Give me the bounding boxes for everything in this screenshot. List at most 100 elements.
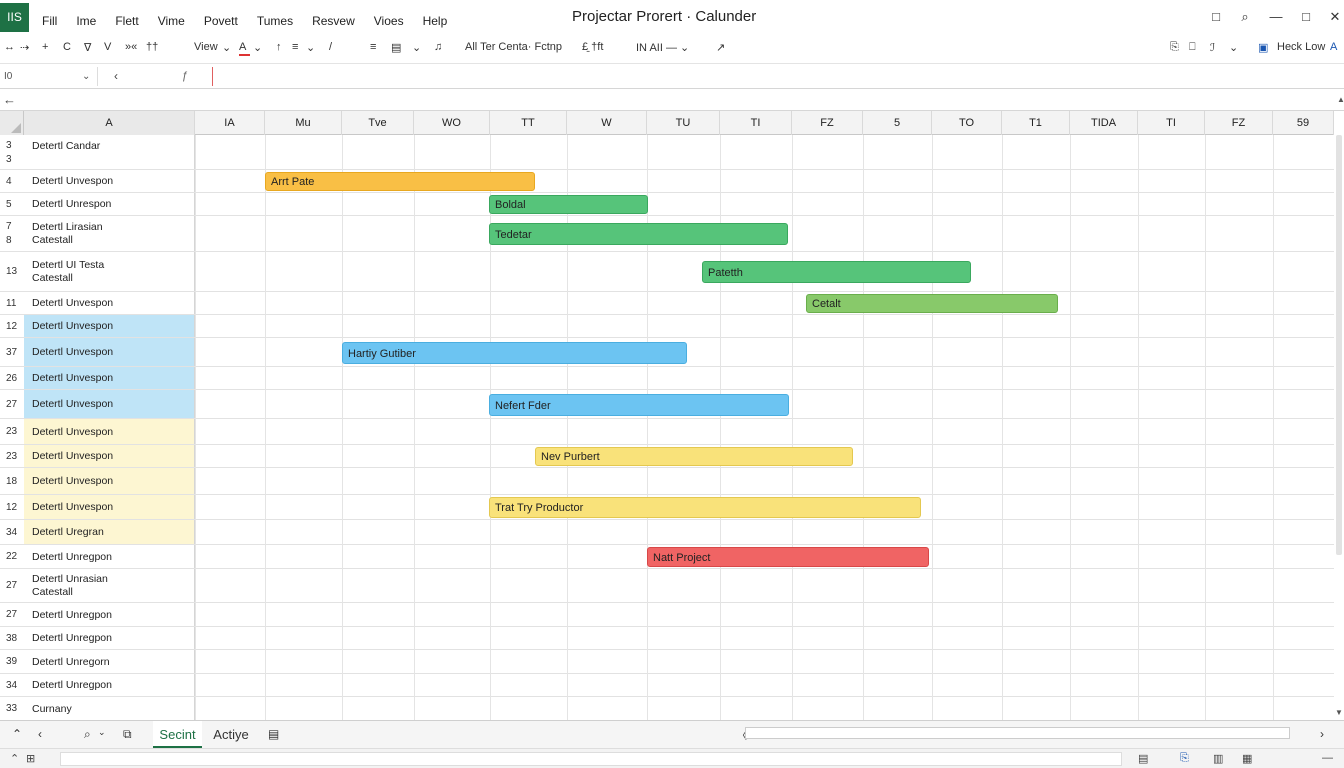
close-icon[interactable]: ✕ [1329,9,1341,24]
row-number[interactable]: 39 [0,650,24,673]
column-header-date[interactable]: TI [1138,111,1205,135]
table-row[interactable]: 27 Detertl Unrasian Catestall [0,569,1334,603]
table-row[interactable]: 39 Detertl Unregorn [0,650,1334,674]
menu-view[interactable]: Vime [157,14,185,28]
task-name-cell[interactable]: Detertl Uregran [24,520,195,544]
column-header-date[interactable]: IA [195,111,265,135]
column-header-date[interactable]: 5 [863,111,932,135]
back-icon[interactable]: ‹ [114,69,118,83]
table-row[interactable]: 11 Detertl Unvespon [0,292,1334,315]
sheet-tab-actiye[interactable]: Actiye [213,727,249,742]
menu-help[interactable]: Help [422,14,448,28]
scroll-left-icon[interactable]: 〈 [737,731,747,742]
spreadsheet-grid[interactable]: A IA Mu Tve WO TT W TU TI FZ 5 TO T1 TIDA TI FZ 59 3 3 De… [0,111,1334,720]
function-icon[interactable]: ƒ [182,70,189,82]
task-name-cell[interactable]: Detertl Unvespon [24,292,195,314]
table-row[interactable]: 3 3 Detertl Candar [0,135,1334,170]
task-name-cell[interactable]: Detertl UI Testa Catestall [24,252,195,291]
chevron-down-icon[interactable]: ⌄ [98,727,106,737]
table-row[interactable]: 23 Detertl Unvespon [0,419,1334,445]
row-number[interactable]: 38 [0,627,24,649]
table-row[interactable]: 23 Detertl Unvespon [0,445,1334,468]
row-number[interactable]: 22 [0,545,24,568]
grid-view-icon[interactable]: ⊞ [26,753,36,765]
check-icon[interactable]: V [104,41,112,53]
chevron-down-icon[interactable]: ⌄ [82,71,91,82]
task-name-cell[interactable]: Detertl Unregpon [24,674,195,696]
menu-page[interactable]: Povett [203,14,238,28]
horizontal-scrollbar[interactable] [745,727,1290,739]
task-name-cell[interactable]: Curnany [24,697,195,720]
task-name-cell[interactable]: Detertl Unregpon [24,627,195,649]
heck-low-button[interactable]: Heck Low [1277,41,1326,53]
task-name-cell[interactable]: Detertl Unregpon [24,545,195,568]
gantt-bar[interactable]: Nefert Fder [489,393,789,416]
gantt-bar[interactable]: Boldal [489,195,648,214]
wrap-icon[interactable]: †† [146,41,159,53]
task-name-cell[interactable]: Detertl Unvespon [24,338,195,366]
task-name-cell[interactable]: Detertl Unvespon [24,315,195,337]
gantt-bar[interactable]: Patetth [702,261,971,283]
indent-icon[interactable]: ↔ [4,41,15,53]
row-number[interactable]: 13 [0,252,24,291]
task-name-cell[interactable]: Detertl Unrasian Catestall [24,569,195,602]
merge-icon[interactable]: »« [125,41,138,53]
border-icon[interactable]: ▤ [391,42,402,54]
row-number[interactable]: 23 [0,419,24,444]
scroll-down-icon[interactable]: ▼ [1335,708,1343,717]
task-name-cell[interactable]: Detertl Unvespon [24,419,195,444]
table-row[interactable]: 4 Detertl Unvespon [0,170,1334,193]
row-number[interactable]: 37 [0,338,24,366]
normal-view-icon[interactable]: ▤ [1138,753,1149,765]
sheet-tab-secint[interactable]: Secint [153,721,202,748]
column-header-date[interactable]: FZ [792,111,863,135]
column-header-date[interactable]: Mu [265,111,342,135]
row-number[interactable]: 27 [0,569,24,602]
vertical-scroll-thumb[interactable] [1336,135,1342,555]
calendar-icon[interactable]: ▣ [1258,42,1269,54]
chevron-down-icon[interactable]: ⌄ [253,42,263,54]
gantt-bar[interactable]: Natt Project [647,547,929,567]
row-number[interactable]: 34 [0,520,24,544]
zoom-out-icon[interactable]: — [1322,752,1333,764]
minimize-icon[interactable]: — [1269,9,1283,24]
column-header-date[interactable]: Tve [342,111,414,135]
column-header-date[interactable]: FZ [1205,111,1273,135]
first-sheet-icon[interactable]: ⌃ [12,727,23,741]
gantt-bar[interactable]: Cetalt [806,294,1058,313]
task-name-cell[interactable]: Detertl Unregpon [24,603,195,626]
scroll-up-icon[interactable]: ▲ [1337,95,1344,104]
zoom-icon[interactable]: ⌕ [84,727,91,741]
task-name-cell[interactable]: Detertl Unregorn [24,650,195,673]
column-header-date[interactable]: W [567,111,647,135]
column-header-a[interactable]: A [24,111,195,135]
menu-file[interactable]: Fill [42,14,58,28]
row-number[interactable]: 12 [0,315,24,337]
gantt-bar[interactable]: Trat Try Productor [489,497,921,518]
row-number[interactable]: 27 [0,390,24,418]
column-header-date[interactable]: TT [490,111,567,135]
column-header-date[interactable]: TO [932,111,1002,135]
scroll-right-icon[interactable]: › [1320,727,1324,741]
duplicate-icon[interactable]: ⧉ [123,727,132,741]
column-header-date[interactable]: TI [720,111,792,135]
table-row[interactable]: 34 Detertl Uregran [0,520,1334,545]
menu-formulas[interactable]: Tumes [256,14,294,28]
row-number[interactable]: 34 [0,674,24,696]
table-row[interactable]: 26 Detertl Unvespon [0,367,1334,390]
table-row[interactable]: 5 Detertl Unrespon [0,193,1334,216]
task-name-cell[interactable]: Detertl Unrespon [24,193,195,215]
task-name-cell[interactable]: Detertl Candar [24,135,195,169]
menu-home[interactable]: Ime [76,14,97,28]
format-button[interactable]: £̱ †ft [582,41,604,53]
app-logo[interactable]: IIS [0,3,29,32]
pen-icon[interactable]: / [329,41,333,53]
task-name-cell[interactable]: Detertl Unvespon [24,468,195,494]
table-row[interactable]: 12 Detertl Unvespon [0,315,1334,338]
gantt-bar[interactable]: Hartiy Gutiber [342,341,687,364]
music-icon[interactable]: ♫ [434,41,443,53]
table-row[interactable]: 12 Detertl Unvespon [0,495,1334,520]
gantt-bar[interactable]: Tedetar [489,223,788,245]
chevron-down-icon[interactable]: ⌄ [412,42,422,54]
select-all-corner[interactable] [0,111,24,135]
